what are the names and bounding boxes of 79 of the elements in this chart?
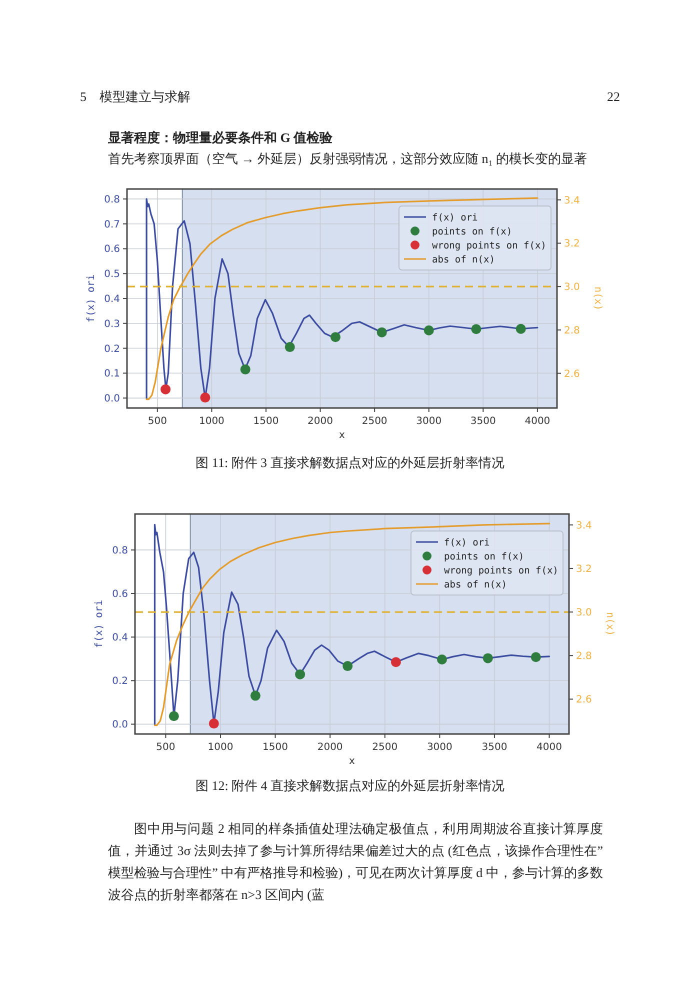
y-tick-label: 0.6 [104, 244, 120, 256]
x-tick-label: 1500 [253, 416, 279, 427]
y2-tick-label: 3.0 [576, 608, 592, 619]
y-tick-label: 0.7 [104, 219, 120, 230]
legend-label: abs of n(x) [444, 580, 507, 590]
text: 首先考察顶界面（空气 → 外延层）反射强弱情况，这部分效应随 n₁ 的模长变的显著 [108, 150, 588, 168]
legend-label: wrong points on f(x) [444, 566, 558, 576]
x-tick-label: 500 [148, 416, 167, 427]
x-tick-label: 500 [156, 742, 176, 753]
y-axis-title: f(x) ori [94, 600, 105, 648]
point [250, 690, 260, 701]
point [530, 652, 541, 662]
point [482, 653, 493, 664]
y2-tick-label: 2.6 [564, 368, 580, 380]
point [295, 669, 306, 680]
x-tick-label: 4000 [524, 416, 550, 427]
y2-tick-label: 2.8 [564, 325, 580, 336]
y-tick-label: 0.2 [104, 344, 120, 355]
y-tick-label: 0.4 [104, 294, 120, 305]
y2-tick-label: 2.8 [576, 651, 592, 662]
y-tick-label: 0.3 [104, 318, 120, 330]
y2-tick-label: 3.0 [564, 282, 580, 294]
point [200, 392, 210, 403]
x-tick-label: 4000 [536, 742, 562, 753]
text: 5 模型建立与求解 [80, 88, 190, 106]
text: 图 12: 附件 4 直接求解数据点对应的外延层折射率情况 [194, 777, 506, 795]
text: 图中用与问题 2 相同的样条插值处理法确定极值点，利用周期波谷直接计算厚度值，并通过 3σ 法则去掉了参与计算所得结果偏差过大的点 (红色点，该操作合理性在” 模型检验与合理性” 中有严格推导和检验)，可见在两次计算厚度 d 中，参与计算的多数波谷点的折射率都落在 n>3 区间内 (蓝 [108, 820, 603, 904]
x-axis-title: x [339, 430, 346, 441]
point [342, 661, 353, 672]
x-tick-label: 2500 [372, 742, 398, 753]
x-tick-label: 2500 [362, 416, 388, 427]
x-tick-label: 2000 [308, 416, 334, 427]
point [240, 364, 250, 374]
y-tick-label: 0.2 [112, 676, 128, 688]
y2-tick-label: 3.4 [564, 195, 580, 206]
x-tick-label: 3500 [482, 742, 508, 753]
legend-label: f(x) ori [432, 212, 478, 224]
point [330, 332, 340, 342]
x-tick-label: 1000 [208, 742, 234, 753]
text: 图 11: 附件 3 直接求解数据点对应的外延层折射率情况 [194, 454, 506, 472]
y-tick-label: 0.5 [104, 269, 120, 280]
y-tick-label: 0.6 [112, 589, 128, 600]
y2-tick-label: 3.2 [576, 564, 592, 575]
x-tick-label: 2000 [317, 742, 343, 753]
point [160, 384, 171, 394]
y2-axis-title: n(x) [604, 612, 615, 636]
x-tick-label: 3000 [416, 416, 442, 427]
point [390, 657, 401, 668]
y-axis-title: f(x) ori [86, 274, 97, 323]
point [208, 718, 219, 729]
y-tick-label: 0.1 [104, 368, 120, 380]
y-tick-label: 0.0 [104, 394, 120, 405]
x-tick-label: 3000 [426, 742, 452, 753]
text: 显著程度：物理量必要条件和 G 值检验 [108, 129, 333, 147]
point [471, 324, 482, 334]
legend-label: abs of n(x) [432, 254, 495, 266]
y-tick-label: 0.8 [104, 194, 120, 206]
x-axis-title: x [349, 756, 356, 767]
y2-tick-label: 2.6 [576, 694, 592, 706]
point [168, 711, 179, 722]
x-tick-label: 1000 [198, 416, 224, 427]
y-tick-label: 0.8 [112, 545, 128, 556]
legend-label: points on f(x) [432, 226, 512, 238]
legend-label: f(x) ori [444, 538, 490, 548]
legend-label: wrong points on f(x) [432, 240, 546, 252]
point [516, 324, 526, 334]
point [376, 327, 387, 338]
y-tick-label: 0.4 [112, 632, 128, 644]
point [424, 325, 434, 336]
x-tick-label: 1500 [262, 742, 288, 753]
point [436, 654, 447, 665]
text: 22 [607, 88, 620, 106]
y2-axis-title: n(x) [592, 286, 603, 311]
point [284, 342, 295, 352]
y-tick-label: 0.0 [112, 720, 128, 731]
y2-tick-label: 3.4 [576, 520, 592, 532]
x-tick-label: 3500 [470, 416, 496, 427]
legend-label: points on f(x) [444, 552, 524, 562]
y2-tick-label: 3.2 [564, 238, 580, 250]
